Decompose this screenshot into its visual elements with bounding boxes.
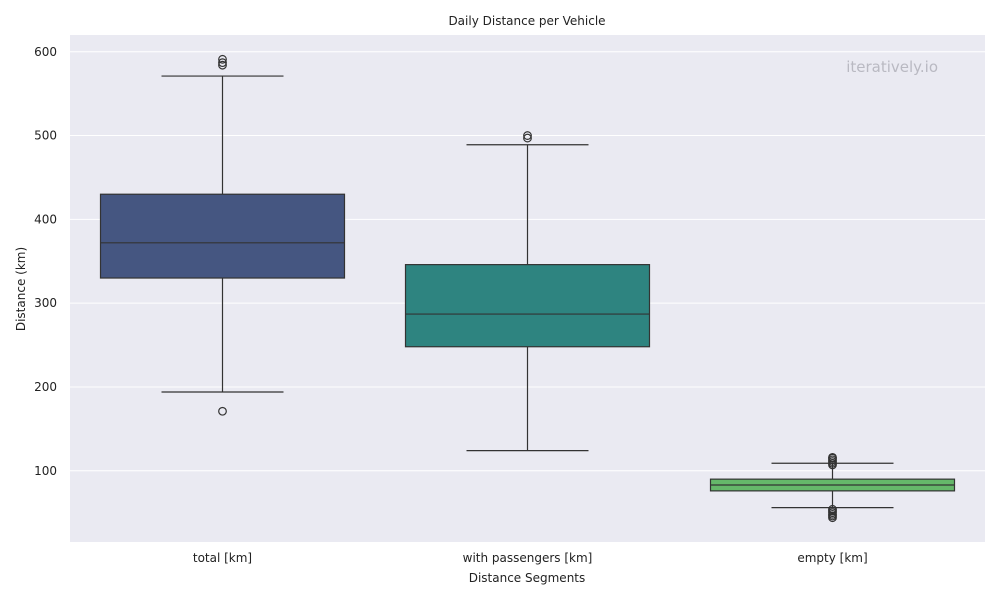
box-group [709,452,956,523]
y-tick-labels: 100 200 300 400 500 600 [34,45,57,478]
watermark-text: iteratively.io [846,58,938,76]
y-tick-label: 200 [34,380,57,394]
box-group [99,54,346,416]
iqr-box [404,264,651,348]
outlier-point [828,504,837,514]
iqr-box [99,193,346,279]
x-axis-label: Distance Segments [469,571,586,585]
y-axis-label: Distance (km) [14,247,28,331]
x-tick-label: with passengers [km] [463,551,593,565]
outlier-point [218,58,227,68]
x-tick-labels: total [km] with passengers [km] empty [km] [193,551,868,565]
outlier-point [523,133,532,143]
box-group [404,131,651,452]
y-tick-label: 500 [34,129,57,143]
box-series [99,54,956,523]
y-tick-label: 300 [34,296,57,310]
chart-title: Daily Distance per Vehicle [448,14,605,28]
x-tick-label: total [km] [193,551,252,565]
x-tick-label: empty [km] [797,551,867,565]
outlier-point [218,406,227,416]
y-tick-label: 100 [34,464,57,478]
y-tick-label: 400 [34,212,57,226]
outlier-point [218,60,227,70]
outlier-point [523,131,532,140]
outlier-point [828,452,837,462]
y-tick-label: 600 [34,45,57,59]
outlier-point [218,54,227,64]
